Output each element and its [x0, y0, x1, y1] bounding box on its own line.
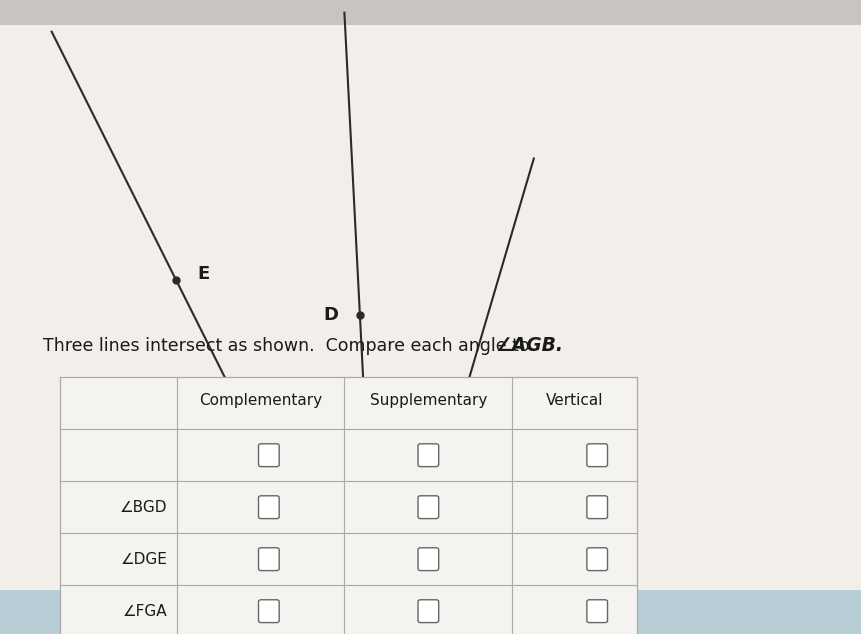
Text: E: E [197, 264, 210, 283]
FancyBboxPatch shape [418, 496, 439, 519]
FancyBboxPatch shape [258, 496, 279, 519]
Text: Three lines intersect as shown.  Compare each angle to: Three lines intersect as shown. Compare … [43, 337, 536, 354]
Text: D: D [324, 306, 338, 324]
Text: ∠AGB.: ∠AGB. [495, 336, 563, 355]
Text: ∠FGA: ∠FGA [122, 604, 167, 619]
Text: C: C [481, 396, 494, 414]
FancyBboxPatch shape [587, 496, 608, 519]
FancyBboxPatch shape [418, 444, 439, 467]
FancyBboxPatch shape [258, 444, 279, 467]
Text: Complementary: Complementary [199, 393, 322, 408]
FancyBboxPatch shape [258, 600, 279, 623]
Text: Vertical: Vertical [546, 393, 604, 408]
Text: ∠BGD: ∠BGD [120, 500, 167, 515]
FancyBboxPatch shape [587, 548, 608, 571]
FancyBboxPatch shape [587, 600, 608, 623]
FancyBboxPatch shape [418, 548, 439, 571]
FancyBboxPatch shape [587, 444, 608, 467]
Text: ∠DGE: ∠DGE [121, 552, 167, 567]
FancyBboxPatch shape [258, 548, 279, 571]
Bar [60, 377, 637, 634]
Bar [0, 590, 861, 634]
FancyBboxPatch shape [418, 600, 439, 623]
Text: Supplementary: Supplementary [369, 393, 487, 408]
